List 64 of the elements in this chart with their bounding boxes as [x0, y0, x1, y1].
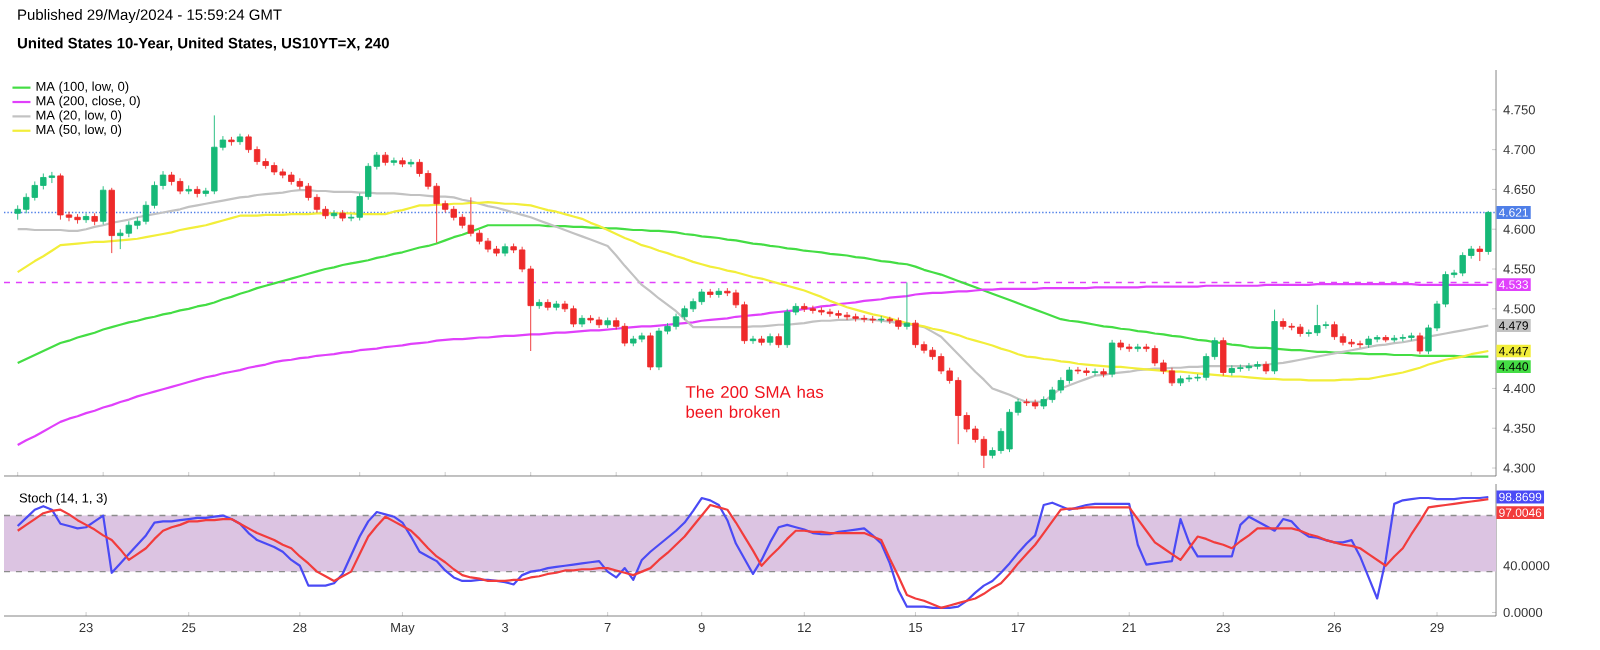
- candlestick: [185, 184, 192, 195]
- candlestick: [707, 288, 714, 299]
- candlestick: [493, 245, 500, 257]
- candlestick: [869, 315, 876, 324]
- candlestick: [1262, 360, 1270, 375]
- candlestick: [1220, 337, 1227, 377]
- candlestick: [1382, 334, 1389, 343]
- candlestick: [501, 243, 509, 257]
- candlestick: [467, 196, 475, 237]
- candlestick: [1416, 332, 1424, 355]
- candlestick: [766, 333, 774, 346]
- candlestick: [1485, 210, 1492, 256]
- candlestick: [1279, 317, 1287, 330]
- candlestick: [578, 314, 586, 328]
- candlestick: [48, 171, 56, 184]
- candlestick: [1108, 339, 1116, 378]
- candlestick: [835, 309, 842, 319]
- candlestick: [758, 335, 765, 346]
- candlestick: [1271, 309, 1278, 375]
- candlestick: [1031, 399, 1039, 410]
- candlestick: [1168, 367, 1176, 387]
- candlestick: [587, 314, 594, 324]
- candlestick: [1348, 338, 1355, 348]
- candlestick: [784, 308, 791, 349]
- candlestick: [484, 237, 492, 253]
- candlestick: [194, 185, 201, 198]
- candlestick: [672, 313, 680, 330]
- candlestick: [339, 209, 346, 222]
- candlestick: [595, 316, 603, 329]
- candlestick: [553, 300, 560, 311]
- candlestick: [536, 298, 543, 310]
- candlestick: [630, 335, 637, 347]
- candlestick: [544, 298, 551, 311]
- candlestick: [1151, 345, 1159, 367]
- candlestick: [775, 333, 782, 349]
- candlestick: [1476, 245, 1483, 262]
- candlestick: [801, 302, 808, 313]
- candlestick: [698, 288, 705, 306]
- candlestick: [82, 212, 90, 224]
- candlestick: [715, 287, 722, 299]
- candlestick: [655, 327, 663, 371]
- candlestick: [1100, 368, 1107, 378]
- candlestick: [382, 151, 389, 166]
- candlestick: [74, 213, 81, 225]
- candlestick: [903, 282, 911, 330]
- candlestick: [570, 305, 577, 328]
- candlestick: [1331, 321, 1338, 341]
- candlestick: [117, 228, 124, 250]
- candlestick: [1254, 360, 1261, 370]
- candlestick: [604, 317, 611, 329]
- annotation: The 200 SMA has been broken: [685, 385, 824, 418]
- candlestick: [91, 212, 98, 226]
- candlestick: [108, 187, 115, 254]
- candlestick: [100, 185, 107, 225]
- candlestick: [399, 157, 406, 168]
- candlestick: [912, 319, 919, 349]
- candlestick: [1177, 375, 1184, 387]
- candlestick: [236, 133, 244, 146]
- candlestick: [176, 177, 184, 195]
- candlestick: [621, 322, 628, 347]
- candlestick: [647, 332, 654, 371]
- candlestick: [57, 173, 64, 221]
- candlestick: [1083, 367, 1090, 377]
- candlestick: [228, 136, 235, 147]
